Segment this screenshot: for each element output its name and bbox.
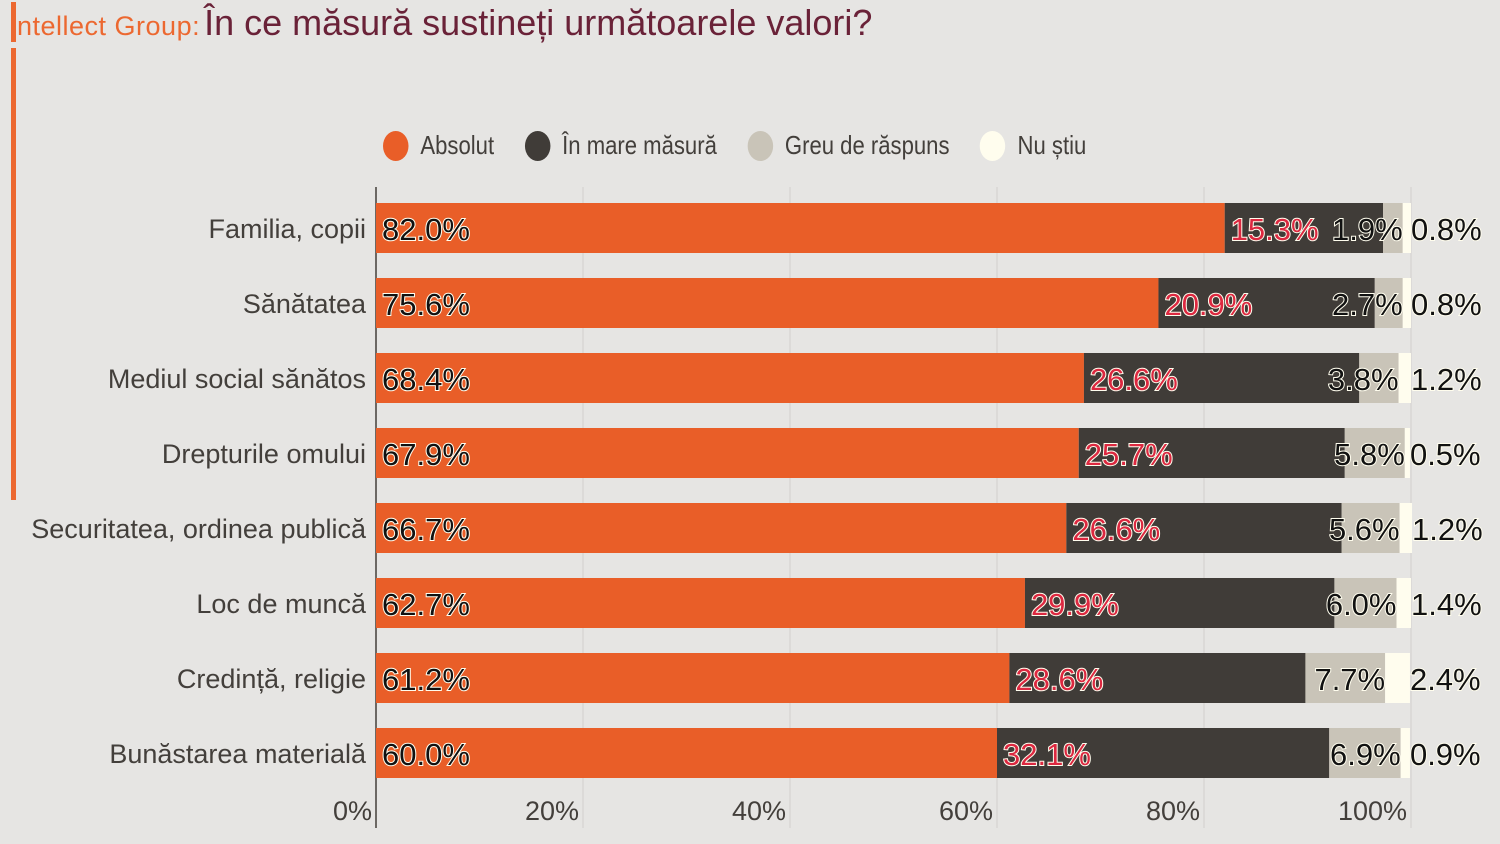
bar-segment	[376, 578, 1025, 628]
category-label: Loc de muncă	[196, 589, 367, 619]
data-label: 1.4%	[1411, 587, 1482, 622]
data-label: 3.8%	[1328, 362, 1399, 397]
category-label: Bunăstarea materială	[109, 739, 367, 769]
legend-label: Absolut	[420, 130, 495, 160]
bar-segment	[376, 728, 997, 778]
bar-segment	[376, 653, 1010, 703]
category-label: Sănătatea	[243, 289, 367, 319]
bar-segment	[1374, 278, 1403, 328]
bar-segment	[376, 203, 1225, 253]
bar-segment	[1083, 353, 1360, 403]
x-tick-label: 40%	[732, 796, 786, 826]
data-label: 0.8%	[1411, 287, 1482, 322]
legend-label: Greu de răspuns	[784, 130, 950, 160]
data-label: 2.7%	[1332, 287, 1403, 322]
data-label: 28.6%	[1015, 662, 1103, 697]
bar-segment	[1396, 578, 1411, 628]
bar-segment	[1066, 503, 1342, 553]
data-label: 32.1%	[1003, 737, 1091, 772]
bar-segment	[1404, 428, 1410, 478]
legend-item: Nu știu	[980, 130, 1086, 161]
bar-segment	[1344, 428, 1405, 478]
legend-item: Greu de răspuns	[747, 130, 950, 161]
x-tick-label: 20%	[525, 796, 579, 826]
bar-segment	[1224, 203, 1384, 253]
bar-segment	[376, 353, 1084, 403]
data-label: 2.4%	[1410, 662, 1481, 697]
data-label: 0.5%	[1410, 437, 1481, 472]
data-label: 61.2%	[382, 662, 470, 697]
legend-swatch	[980, 130, 1006, 161]
category-label: Mediul social sănătos	[108, 364, 366, 394]
accent-bar-top	[11, 2, 16, 42]
bar-segment	[1078, 428, 1345, 478]
bar-segment	[1383, 203, 1403, 253]
bar-segment	[376, 428, 1079, 478]
data-label: 5.8%	[1334, 437, 1405, 472]
bar-segment	[1334, 578, 1397, 628]
x-tick-label: 60%	[939, 796, 993, 826]
bar-segment	[1399, 503, 1413, 553]
data-label: 5.6%	[1329, 512, 1400, 547]
data-label: 60.0%	[382, 737, 470, 772]
legend-label: Nu știu	[1017, 130, 1087, 160]
data-label: 25.7%	[1085, 437, 1173, 472]
bar-segment	[1158, 278, 1375, 328]
bar-segment	[1402, 203, 1411, 253]
x-tick-label: 80%	[1146, 796, 1200, 826]
bar-segment	[1305, 653, 1386, 703]
bar-segment	[1359, 353, 1399, 403]
bar-segment	[376, 503, 1067, 553]
data-label: 0.9%	[1410, 737, 1481, 772]
bar-segment	[997, 728, 1330, 778]
data-label: 1.2%	[1411, 362, 1482, 397]
bar-segment	[1329, 728, 1401, 778]
data-label: 15.3%	[1231, 212, 1319, 247]
data-label: 6.9%	[1330, 737, 1401, 772]
x-tick-label: 0%	[333, 796, 372, 826]
accent-bar-side	[11, 48, 16, 500]
category-label: Drepturile omului	[162, 439, 366, 469]
legend-label: În mare măsură	[562, 130, 717, 160]
chart-header: ntellect Group: În ce măsură sustineți ur…	[17, 2, 872, 44]
data-label: 26.6%	[1090, 362, 1178, 397]
brand-label: ntellect Group:	[17, 11, 201, 41]
legend-swatch	[383, 130, 409, 161]
bar-segment	[1009, 653, 1306, 703]
data-label: 0.8%	[1411, 212, 1482, 247]
category-label: Familia, copii	[208, 214, 366, 244]
chart-title: În ce măsură sustineți următoarele valor…	[204, 2, 873, 43]
data-label: 67.9%	[382, 437, 470, 472]
data-label: 1.9%	[1332, 212, 1403, 247]
legend-item: Absolut	[383, 130, 494, 161]
legend-swatch	[524, 130, 551, 161]
data-label: 68.4%	[382, 362, 470, 397]
data-label: 7.7%	[1314, 662, 1385, 697]
data-label: 62.7%	[382, 587, 470, 622]
data-label: 26.6%	[1072, 512, 1160, 547]
data-label: 29.9%	[1031, 587, 1119, 622]
legend-item: În mare măsură	[524, 130, 717, 161]
data-label: 1.2%	[1412, 512, 1483, 547]
data-label: 20.9%	[1164, 287, 1252, 322]
bar-segment	[1398, 353, 1411, 403]
bar-segment	[1400, 728, 1410, 778]
bar-segment	[1024, 578, 1335, 628]
legend-swatch	[747, 130, 773, 161]
bar-segment	[1402, 278, 1411, 328]
legend: Absolut În mare măsură Greu de răspuns Nu ș…	[383, 130, 1117, 161]
bar-segment	[376, 278, 1159, 328]
data-label: 6.0%	[1326, 587, 1397, 622]
data-label: 66.7%	[382, 512, 470, 547]
bar-segment	[1341, 503, 1400, 553]
category-label: Credință, religie	[177, 664, 366, 694]
category-label: Securitatea, ordinea publică	[31, 514, 367, 544]
data-label: 75.6%	[382, 287, 470, 322]
x-tick-label: 100%	[1338, 796, 1407, 826]
data-label: 82.0%	[382, 212, 470, 247]
bar-segment	[1385, 653, 1410, 703]
